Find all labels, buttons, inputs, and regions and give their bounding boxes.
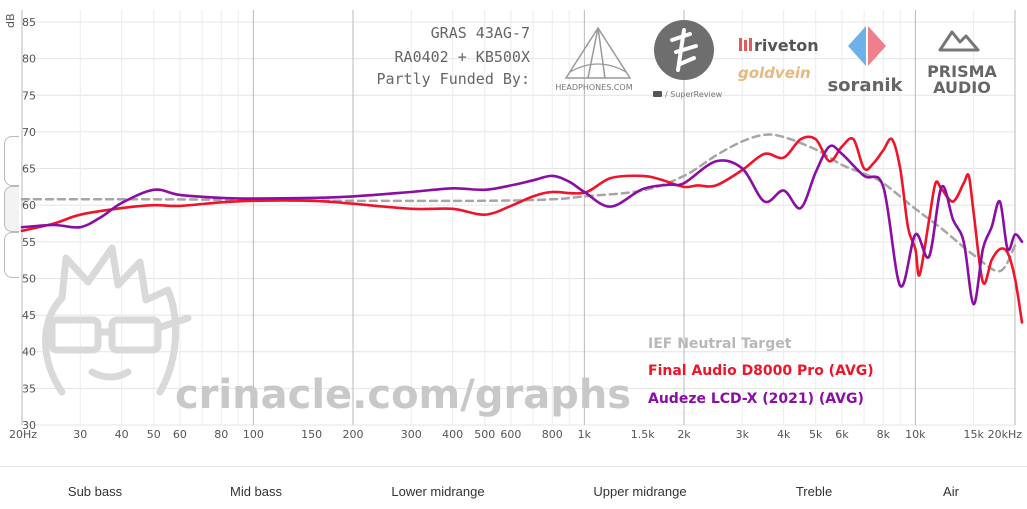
x-tick-label: 400	[442, 428, 463, 441]
x-tick-label: 80	[214, 428, 228, 441]
x-tick-label: 200	[343, 428, 364, 441]
soranik-logo: soranik	[827, 26, 904, 96]
frequency-band-bar: Sub bass Mid bass Lower midrange Upper m…	[0, 466, 1027, 509]
y-tick-label: 60	[22, 199, 36, 212]
riveton-wordmark: riveton	[754, 36, 819, 55]
rig-funding-note: Partly Funded By:	[376, 70, 530, 88]
x-tick-label: 4k	[777, 428, 791, 441]
headphones-com-logo: HEADPHONES.COM	[555, 26, 633, 92]
y-tick-label: 30	[22, 419, 36, 432]
soranik-wordmark: soranik	[827, 75, 903, 96]
crinacle-mascot-watermark	[42, 244, 192, 396]
superreview-logo: / SuperReview	[653, 20, 723, 99]
y-tick-label: 45	[22, 309, 36, 322]
x-tick-label: 10k	[905, 428, 926, 441]
x-tick-label: 800	[542, 428, 563, 441]
x-tick-label: 300	[401, 428, 422, 441]
band-treble: Treble	[795, 484, 833, 499]
x-tick-label: 500	[474, 428, 495, 441]
y-tick-label: 75	[22, 89, 36, 102]
y-axis-label: dB	[4, 13, 17, 28]
watermark-text: crinacle.com/graphs	[175, 372, 631, 418]
x-tick-label: 60	[173, 428, 187, 441]
rig-microphone: GRAS 43AG-7	[431, 24, 530, 42]
x-tick-label: 15k	[963, 428, 984, 441]
x-tick-label: 100	[243, 428, 264, 441]
x-tick-label: 5k	[809, 428, 823, 441]
goldvein-logo: goldvein	[738, 64, 811, 82]
band-air: Air	[943, 484, 959, 499]
y-tick-label: 85	[22, 16, 36, 29]
y-scale-handle-bottom[interactable]	[4, 232, 19, 278]
x-tick-label: 1.5k	[631, 428, 655, 441]
target-curve	[20, 133, 1017, 273]
x-tick-label: 20kHz	[988, 428, 1023, 441]
x-tick-label: 2k	[677, 428, 691, 441]
y-tick-label: 40	[22, 346, 36, 359]
x-tick-label: 50	[147, 428, 161, 441]
x-tick-label: 600	[500, 428, 521, 441]
curves	[20, 133, 1024, 324]
legend-item-d8000[interactable]: Final Audio D8000 Pro (AVG)	[648, 363, 874, 379]
x-tick-label: 8k	[877, 428, 891, 441]
rig-coupler: RA0402 + KB500X	[395, 48, 530, 66]
band-upper-midrange: Upper midrange	[593, 484, 687, 499]
y-tick-label: 35	[22, 382, 36, 395]
lcd-x-curve	[20, 144, 1024, 306]
prisma-audio-logo: PRISMA AUDIO	[927, 30, 998, 97]
y-scale-handle-middle[interactable]	[4, 186, 19, 232]
prisma-wordmark: PRISMA	[927, 62, 997, 81]
band-sub-bass: Sub bass	[67, 484, 123, 499]
x-tick-labels: 20Hz 30 40 50 60 80 100 150 200 300 400 500 600 800 1k…	[9, 428, 1022, 441]
x-tick-label: 3k	[736, 428, 750, 441]
legend: IEF Neutral Target Final Audio D8000 Pro…	[648, 336, 874, 407]
audio-wordmark: AUDIO	[933, 78, 991, 97]
y-tick-label: 80	[22, 53, 36, 66]
x-tick-label: 30	[73, 428, 87, 441]
superreview-wordmark: / SuperReview	[665, 90, 723, 99]
x-tick-label: 20Hz	[9, 428, 37, 441]
y-scale-handle-top[interactable]	[4, 136, 19, 186]
goldvein-wordmark: goldvein	[738, 64, 811, 82]
y-tick-label: 50	[22, 272, 36, 285]
legend-item-lcdx[interactable]: Audeze LCD-X (2021) (AVG)	[648, 391, 864, 407]
x-tick-label: 6k	[835, 428, 849, 441]
band-lower-midrange: Lower midrange	[391, 484, 485, 499]
x-tick-label: 1k	[578, 428, 592, 441]
y-tick-label: 55	[22, 236, 36, 249]
band-mid-bass: Mid bass	[229, 484, 283, 499]
headphones-com-wordmark: HEADPHONES.COM	[555, 83, 632, 92]
d8000-pro-curve	[20, 135, 1024, 324]
x-tick-label: 40	[115, 428, 129, 441]
y-tick-label: 70	[22, 126, 36, 139]
riveton-logo: riveton	[739, 36, 819, 55]
y-tick-label: 65	[22, 163, 36, 176]
x-tick-label: 150	[301, 428, 322, 441]
y-tick-labels: 85 80 75 70 65 60 55 50 45 40 35 30	[22, 16, 36, 432]
legend-item-target[interactable]: IEF Neutral Target	[648, 336, 792, 352]
